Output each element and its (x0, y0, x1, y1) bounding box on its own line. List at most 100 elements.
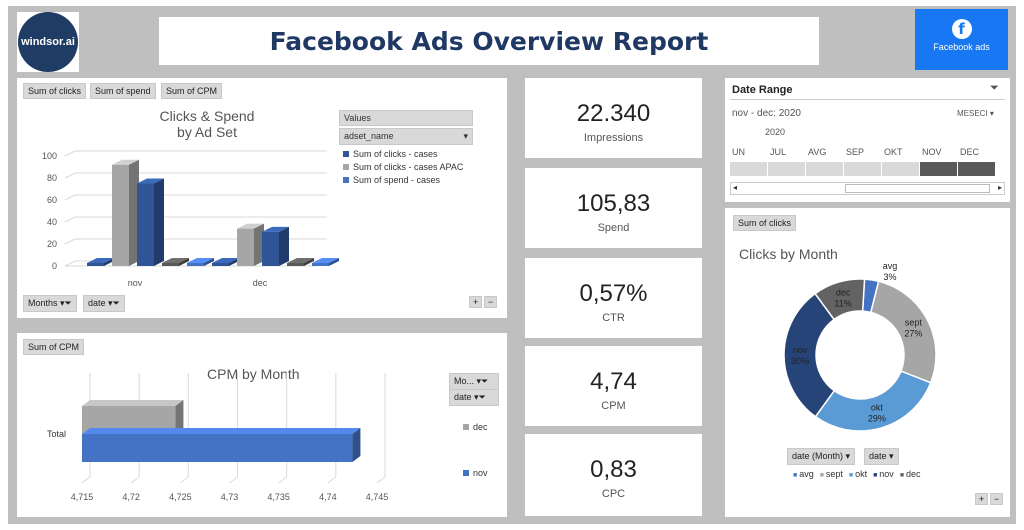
bar-side (175, 400, 184, 434)
legend-label: avg (799, 469, 814, 479)
filter-icon: ▾⏷ (476, 376, 489, 386)
adset-dropdown-label: adset_name (344, 131, 394, 141)
clicks-by-month-title: Clicks by Month (739, 246, 838, 262)
kpi-value: 105,83 (576, 190, 651, 217)
x-tick-label: 4,72 (122, 492, 140, 502)
kpi-impressions: 22.340 Impressions (525, 78, 702, 158)
date-filter-button[interactable]: date ▾⏷ (83, 295, 125, 312)
gridline (376, 476, 386, 484)
clicks-spend-chart: 100 80 60 40 20 0 nov dec (42, 150, 339, 288)
months-filter-button[interactable]: Mo... ▾⏷ (449, 373, 499, 390)
clicks-spend-panel: Sum of clicks Sum of spend Sum of CPM Cl… (17, 78, 507, 318)
bar-top (112, 159, 139, 165)
month-label: SEP (846, 147, 865, 157)
bar-top (82, 428, 361, 434)
gridline (64, 150, 76, 157)
x-tick-label: 4,74 (319, 492, 337, 502)
month-cell[interactable] (958, 162, 995, 176)
month-cell[interactable] (920, 162, 957, 176)
gridline (64, 260, 76, 267)
month-label: DEC (960, 147, 980, 157)
month-cell[interactable] (730, 162, 767, 176)
month-cell[interactable] (806, 162, 843, 176)
legend-label: Sum of spend - cases (353, 175, 441, 185)
timeline-scrollbar[interactable]: ◂ ▸ (730, 182, 1005, 195)
legend-item: Sum of clicks - cases APAC (343, 162, 473, 172)
kpi-value: 4,74 (590, 368, 637, 395)
y-tick-label: 40 (47, 217, 57, 227)
legend-label: nov (473, 468, 488, 478)
bar (137, 183, 154, 266)
cpm-chart: 4,715 4,72 4,725 4,73 4,735 4,74 4,745 Total (47, 373, 389, 502)
expand-button[interactable]: + (469, 296, 483, 308)
y-tick-label: 60 (47, 195, 57, 205)
bar-side (129, 159, 139, 266)
facebook-ads-badge[interactable]: f Facebook ads (915, 9, 1008, 70)
sum-of-clicks-button[interactable]: Sum of clicks (733, 215, 797, 231)
legend-item: nov (463, 468, 488, 478)
legend-item: ■ sept (820, 469, 843, 479)
y-axis-label: Total (47, 429, 66, 439)
legend-label: nov (879, 469, 894, 479)
sum-of-spend-button[interactable]: Sum of spend (90, 83, 156, 99)
bar (162, 263, 179, 266)
date-range-text: nov - dec: 2020 (732, 108, 801, 119)
legend-label: Sum of clicks - cases APAC (353, 162, 464, 172)
bar (87, 263, 104, 266)
legend-swatch (343, 151, 349, 157)
gridline (180, 476, 189, 484)
kpi-label: CPM (601, 400, 626, 412)
months-filter-button[interactable]: Months ▾⏷ (23, 295, 77, 312)
month-cell[interactable] (768, 162, 805, 176)
month-cell[interactable] (882, 162, 919, 176)
legend-label: Sum of clicks - cases (353, 149, 438, 159)
legend-label: sept (825, 469, 843, 479)
collapse-button[interactable]: − (484, 296, 498, 308)
legend-item: ■ okt (849, 469, 867, 479)
date-filter-button[interactable]: date ▾⏷ (449, 389, 499, 406)
donut-slice (783, 292, 836, 418)
y-tick-label: 100 (42, 151, 57, 161)
date-filter-button[interactable]: date ▾ (864, 448, 899, 465)
month-cell[interactable] (844, 162, 881, 176)
x-tick-label: 4,735 (267, 492, 290, 502)
gridline (130, 476, 140, 484)
donut-slice (814, 370, 932, 432)
bar-side (254, 223, 264, 266)
bar (287, 263, 304, 266)
bar-side (352, 428, 361, 462)
clicks-spend-title: Clicks & Spend by Ad Set (147, 108, 267, 140)
gridline (229, 476, 238, 484)
bar-top (187, 258, 214, 263)
legend-item: Sum of spend - cases (343, 175, 473, 185)
date-month-filter-button[interactable]: date (Month) ▾ (787, 448, 856, 465)
legend-swatch (343, 177, 349, 183)
slice-label: dec (836, 287, 851, 297)
x-tick-label: 4,745 (366, 492, 389, 502)
collapse-button[interactable]: − (990, 493, 1004, 505)
date-month-filter-label: date (Month) (792, 451, 844, 461)
sum-of-cpm-button[interactable]: Sum of CPM (23, 339, 85, 355)
y-tick-label: 80 (47, 173, 57, 183)
month-label: NOV (922, 147, 942, 157)
date-filter-label: date (454, 392, 472, 402)
scroll-right-icon[interactable]: ▸ (997, 183, 1002, 192)
slice-percent-label: 3% (883, 272, 896, 282)
period-unit-dropdown[interactable]: MESECI ▾ (957, 109, 994, 118)
date-range-title: Date Range (732, 84, 793, 96)
sum-of-cpm-button[interactable]: Sum of CPM (161, 83, 223, 99)
legend-item: ■ dec (900, 469, 921, 479)
cpm-title: CPM by Month (207, 366, 300, 382)
scroll-thumb[interactable] (845, 184, 990, 193)
month-label: JUL (770, 147, 787, 157)
adset-dropdown[interactable]: adset_name ▾ (339, 128, 473, 145)
clear-filter-icon[interactable]: ⏷ (990, 82, 999, 94)
sum-of-clicks-button[interactable]: Sum of clicks (23, 83, 87, 99)
gridline (327, 476, 337, 484)
bar-side (179, 258, 189, 266)
expand-button[interactable]: + (975, 493, 989, 505)
slice-percent-label: 29% (868, 414, 886, 424)
slice-percent-label: 30% (791, 356, 809, 366)
months-filter-label: Months (28, 298, 58, 308)
scroll-left-icon[interactable]: ◂ (733, 183, 738, 192)
